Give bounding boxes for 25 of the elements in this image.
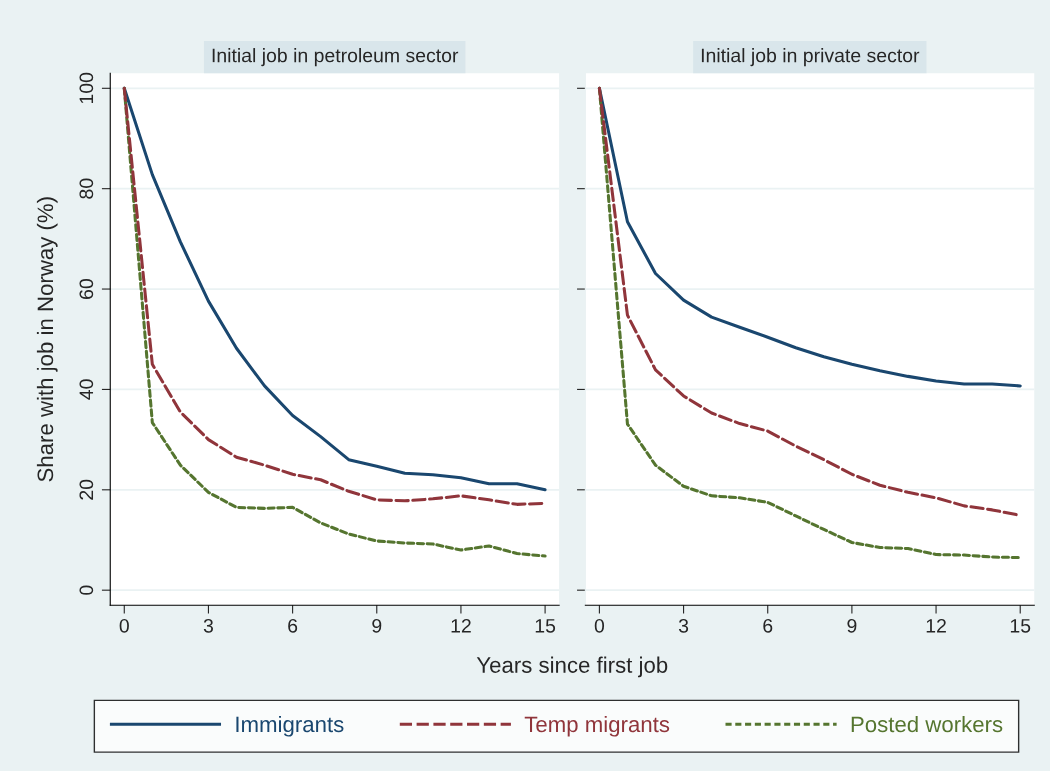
x-tick-label: 9 bbox=[372, 618, 382, 633]
chart-title: Initial job in private sector bbox=[701, 48, 920, 67]
y-tick-label: 0 bbox=[79, 585, 94, 595]
chart-title: Initial job in petroleum sector bbox=[212, 48, 459, 67]
x-tick-label: 9 bbox=[847, 618, 857, 633]
x-tick-label: 12 bbox=[451, 618, 471, 633]
y-tick-label: 100 bbox=[79, 72, 94, 104]
text: Posted workers bbox=[851, 715, 1003, 733]
x-tick-label: 15 bbox=[1010, 619, 1031, 633]
y-tick-label: 60 bbox=[79, 279, 94, 299]
y-tick-label: 20 bbox=[79, 479, 94, 500]
x-tick-label: 15 bbox=[535, 619, 556, 633]
y-axis-title: Share with job in Norway (%) bbox=[36, 197, 58, 482]
x-tick-label: 12 bbox=[926, 618, 946, 633]
x-tick-label: 0 bbox=[594, 618, 605, 633]
x-tick-label: 6 bbox=[763, 618, 773, 633]
x-tick-label: 3 bbox=[678, 618, 689, 633]
x-tick-label: 3 bbox=[203, 618, 213, 633]
x-tick-label: 0 bbox=[119, 618, 129, 633]
y-tick-label: 80 bbox=[79, 178, 94, 199]
y-tick-label: 40 bbox=[79, 379, 94, 400]
text: Temp migrants bbox=[524, 715, 670, 737]
x-axis-title: Years since first job bbox=[476, 656, 668, 678]
text: Immigrants bbox=[236, 715, 344, 737]
x-tick-label: 6 bbox=[288, 618, 298, 633]
